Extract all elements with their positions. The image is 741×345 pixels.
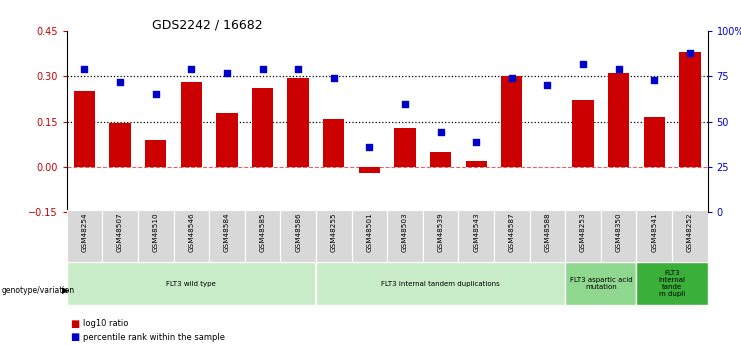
Text: percentile rank within the sample: percentile rank within the sample — [83, 333, 225, 342]
Text: genotype/variation: genotype/variation — [1, 286, 75, 295]
Point — [399, 101, 411, 106]
Bar — [252, 88, 273, 167]
Bar — [316, 262, 565, 305]
Point — [363, 144, 375, 150]
Bar — [565, 262, 637, 305]
Bar — [280, 210, 316, 264]
Bar — [608, 73, 629, 167]
Bar — [601, 210, 637, 264]
Bar — [359, 167, 380, 173]
Bar — [459, 210, 494, 264]
Text: GSM48543: GSM48543 — [473, 212, 479, 252]
Bar — [465, 161, 487, 167]
Text: ■: ■ — [70, 319, 79, 328]
Text: FLT3
internal
tande
m dupli: FLT3 internal tande m dupli — [659, 270, 685, 297]
Text: FLT3 aspartic acid
mutation: FLT3 aspartic acid mutation — [570, 277, 632, 290]
Bar — [181, 82, 202, 167]
Bar — [637, 210, 672, 264]
Point — [542, 82, 554, 88]
Point — [648, 77, 660, 83]
Bar — [316, 210, 351, 264]
Point — [506, 75, 518, 81]
Bar — [494, 210, 530, 264]
Bar — [67, 262, 316, 305]
Point — [328, 75, 339, 81]
Bar — [323, 119, 345, 167]
Bar — [351, 210, 387, 264]
Bar — [565, 210, 601, 264]
Text: GSM48253: GSM48253 — [580, 212, 586, 252]
Bar — [530, 210, 565, 264]
Point — [221, 70, 233, 76]
Point — [684, 50, 696, 56]
Text: GSM48585: GSM48585 — [259, 212, 265, 252]
Point — [292, 66, 304, 72]
Point — [150, 92, 162, 97]
Bar — [110, 123, 130, 167]
Text: GSM48503: GSM48503 — [402, 212, 408, 252]
Bar — [209, 210, 245, 264]
Bar — [637, 262, 708, 305]
Text: GSM48541: GSM48541 — [651, 212, 657, 252]
Text: GSM48584: GSM48584 — [224, 212, 230, 252]
Bar — [67, 210, 102, 264]
Text: GSM48254: GSM48254 — [82, 212, 87, 252]
Point — [256, 66, 268, 72]
Bar — [572, 100, 594, 167]
Bar — [672, 210, 708, 264]
Bar — [394, 128, 416, 167]
Text: GSM48510: GSM48510 — [153, 212, 159, 252]
Text: GSM48255: GSM48255 — [330, 212, 336, 252]
Bar — [643, 117, 665, 167]
Text: GSM48252: GSM48252 — [687, 212, 693, 252]
Point — [114, 79, 126, 85]
Text: ■: ■ — [70, 333, 79, 342]
Bar — [288, 78, 309, 167]
Text: GSM48507: GSM48507 — [117, 212, 123, 252]
Bar — [138, 210, 173, 264]
Point — [79, 66, 90, 72]
Bar — [430, 152, 451, 167]
Text: GSM48539: GSM48539 — [438, 212, 444, 252]
Text: GDS2242 / 16682: GDS2242 / 16682 — [152, 19, 263, 32]
Bar — [216, 112, 238, 167]
Text: GSM48587: GSM48587 — [509, 212, 515, 252]
Text: GSM48350: GSM48350 — [616, 212, 622, 252]
Bar — [102, 210, 138, 264]
Bar — [423, 210, 459, 264]
Point — [613, 66, 625, 72]
Text: log10 ratio: log10 ratio — [83, 319, 128, 328]
Text: GSM48501: GSM48501 — [366, 212, 373, 252]
Bar — [501, 76, 522, 167]
Point — [185, 66, 197, 72]
Bar — [173, 210, 209, 264]
Text: GSM48586: GSM48586 — [295, 212, 301, 252]
Text: ▶: ▶ — [62, 286, 68, 295]
Bar — [74, 91, 95, 167]
Text: GSM48588: GSM48588 — [545, 212, 551, 252]
Bar — [387, 210, 423, 264]
Text: FLT3 wild type: FLT3 wild type — [167, 281, 216, 287]
Point — [471, 139, 482, 144]
Bar — [245, 210, 280, 264]
Text: FLT3 internal tandem duplications: FLT3 internal tandem duplications — [381, 281, 500, 287]
Point — [435, 130, 447, 135]
Bar — [145, 140, 167, 167]
Bar — [679, 52, 700, 167]
Point — [577, 61, 589, 67]
Text: GSM48546: GSM48546 — [188, 212, 194, 252]
